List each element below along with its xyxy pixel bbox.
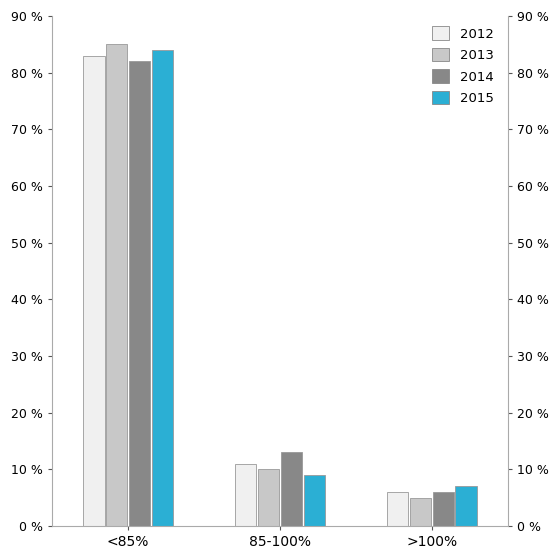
Bar: [129, 62, 150, 526]
Bar: [281, 452, 302, 526]
Bar: [83, 56, 105, 526]
Legend: 2012, 2013, 2014, 2015: 2012, 2013, 2014, 2015: [427, 21, 499, 110]
Bar: [433, 492, 454, 526]
Bar: [387, 492, 408, 526]
Bar: [410, 497, 431, 526]
Bar: [235, 464, 256, 526]
Bar: [152, 50, 173, 526]
Bar: [304, 475, 325, 526]
Bar: [258, 469, 279, 526]
Bar: [106, 44, 127, 526]
Bar: [455, 486, 477, 526]
